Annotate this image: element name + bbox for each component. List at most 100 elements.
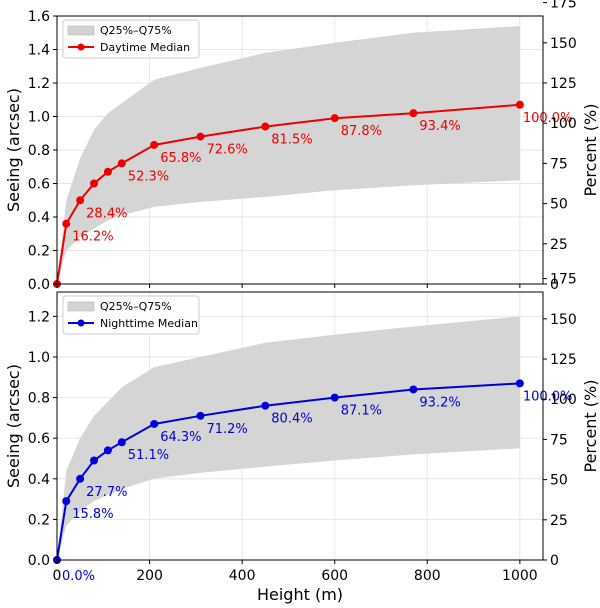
median-line <box>56 103 520 285</box>
legend-band-swatch <box>67 301 95 312</box>
legend-series-marker <box>77 319 85 327</box>
median-point <box>62 497 71 506</box>
y-tick-label: 0.2 <box>28 512 50 528</box>
percent-label: 80.4% <box>271 412 312 427</box>
x-tick-label: 1000 <box>502 568 538 584</box>
median-point <box>330 393 339 402</box>
x-tick-label: 0 <box>53 568 62 584</box>
y2-tick-label: 50 <box>550 473 568 489</box>
percent-label: 65.8% <box>160 151 201 166</box>
median-point <box>76 474 85 483</box>
percent-label: 27.7% <box>86 485 127 500</box>
percent-label: 52.3% <box>128 169 169 184</box>
percent-label: 64.3% <box>160 430 201 445</box>
y-tick-label: 0.6 <box>28 431 50 447</box>
iqr-band <box>57 26 520 284</box>
y-tick-label: 0.0 <box>28 553 50 569</box>
percent-label: 72.6% <box>206 143 247 158</box>
y2-tick-label: 175 <box>550 272 577 288</box>
legend-series-label: Daytime Median <box>100 41 190 54</box>
y2-tick-label: 125 <box>550 352 577 368</box>
percent-label: 16.2% <box>72 230 113 245</box>
percent-label: 15.8% <box>72 507 113 522</box>
y2-tick-label: 100 <box>550 392 577 408</box>
y-tick-label: 1.0 <box>28 110 50 126</box>
y-axis-title: Seeing (arcsec) <box>4 88 23 212</box>
y-tick-label: 0.4 <box>28 210 50 226</box>
median-point <box>515 379 524 388</box>
median-line <box>56 382 520 561</box>
y2-tick-label: 125 <box>550 76 577 92</box>
chart-panel-1: 16.2% 28.4% 52.3% 65.8% 72.6% 81.5% 87.8% 93.4%… <box>4 0 600 293</box>
median-point <box>90 456 99 465</box>
percent-label: 0.0% <box>62 569 95 584</box>
median-point <box>515 100 524 109</box>
median-point <box>409 385 418 394</box>
y-tick-label: 1.0 <box>28 350 50 366</box>
y-tick-label: 0.6 <box>28 177 50 193</box>
y-tick-label: 1.4 <box>28 43 50 59</box>
y-tick-label: 0.0 <box>28 277 50 293</box>
y-tick-label: 0.2 <box>28 244 50 260</box>
median-point <box>409 109 418 118</box>
iqr-band <box>57 316 520 560</box>
median-point <box>150 140 159 149</box>
y-axis-title: Seeing (arcsec) <box>4 364 23 488</box>
y-tick-label: 1.2 <box>28 309 50 325</box>
x-axis-title: Height (m) <box>257 585 343 604</box>
y2-axis-title: Percent (%) <box>581 380 600 473</box>
percent-label: 87.8% <box>341 124 382 139</box>
y2-axis-title: Percent (%) <box>581 104 600 197</box>
percent-label: 100.0% <box>523 111 573 126</box>
median-point <box>90 179 99 188</box>
y2-tick-label: 75 <box>550 432 568 448</box>
median-point <box>117 438 126 447</box>
median-point <box>330 114 339 123</box>
median-point <box>117 159 126 168</box>
legend-series-label: Nighttime Median <box>100 317 198 330</box>
median-point <box>261 122 270 131</box>
median-point <box>196 411 205 420</box>
y2-tick-label: 100 <box>550 116 577 132</box>
percent-label: 87.1% <box>341 404 382 419</box>
median-point <box>261 401 270 410</box>
median-point <box>196 132 205 141</box>
y2-tick-label: 75 <box>550 156 568 172</box>
legend-box <box>62 295 200 335</box>
legend-box <box>62 19 200 59</box>
percent-label: 81.5% <box>271 133 312 148</box>
legend-band-label: Q25%–Q75% <box>100 300 172 313</box>
legend-band-label: Q25%–Q75% <box>100 24 172 37</box>
x-tick-label: 200 <box>136 568 163 584</box>
plot-frame <box>56 291 544 561</box>
y2-tick-label: 175 <box>550 0 577 12</box>
y2-tick-label: 0 <box>550 277 559 293</box>
legend-band-swatch <box>67 25 95 36</box>
y-tick-label: 1.2 <box>28 76 50 92</box>
median-point <box>76 196 85 205</box>
x-tick-label: 600 <box>321 568 348 584</box>
percent-label: 100.0% <box>523 389 573 404</box>
y2-tick-label: 0 <box>550 553 559 569</box>
percent-label: 71.2% <box>206 422 247 437</box>
x-tick-label: 400 <box>229 568 256 584</box>
percent-label: 51.1% <box>128 448 169 463</box>
y2-tick-label: 50 <box>550 197 568 213</box>
y-tick-label: 0.8 <box>28 391 50 407</box>
y-tick-label: 1.6 <box>28 9 50 25</box>
y2-tick-label: 25 <box>550 513 568 529</box>
y-tick-label: 0.4 <box>28 472 50 488</box>
legend-series-marker <box>77 43 85 51</box>
x-tick-label: 800 <box>414 568 441 584</box>
y2-tick-label: 25 <box>550 237 568 253</box>
chart-panel-2: 0.0% 15.8% 27.7% 51.1% 64.3% 71.2% 80.4% 87.1% 9… <box>4 272 600 604</box>
percent-label: 93.2% <box>419 395 460 410</box>
median-point <box>150 419 159 428</box>
y-tick-label: 0.8 <box>28 143 50 159</box>
median-point <box>103 167 112 176</box>
percent-label: 28.4% <box>86 206 127 221</box>
percent-label: 93.4% <box>419 119 460 134</box>
y2-tick-label: 150 <box>550 312 577 328</box>
median-point <box>103 446 112 455</box>
